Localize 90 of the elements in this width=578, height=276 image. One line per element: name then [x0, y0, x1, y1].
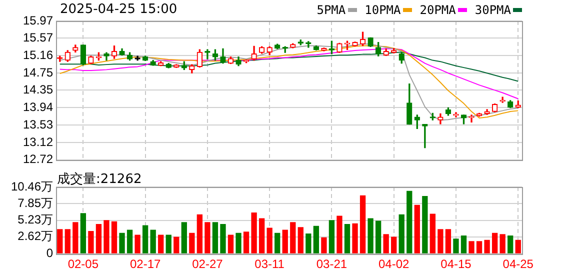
bar: [236, 232, 242, 254]
bar: [398, 214, 404, 254]
bar: [438, 229, 444, 254]
bar: [422, 196, 428, 254]
x-tick-label: 04-02: [378, 257, 410, 272]
bar: [290, 222, 296, 254]
y-tick-label: 10.46万: [10, 179, 53, 194]
bar: [174, 236, 180, 254]
bar: [189, 232, 195, 254]
bar: [453, 238, 459, 254]
bar: [375, 220, 382, 254]
bar: [445, 229, 452, 254]
y-tick-label: 15.97: [22, 13, 54, 28]
legend-label: 10PMA: [364, 3, 401, 17]
bar: [158, 234, 164, 254]
bar: [258, 218, 265, 254]
bar: [306, 234, 312, 254]
bar: [251, 212, 257, 254]
y-tick-label: 14.75: [22, 65, 54, 80]
legend-label: 20PMA: [420, 3, 456, 17]
bar: [414, 204, 420, 254]
bar: [430, 214, 436, 254]
candlestick: [468, 114, 474, 123]
bar: [313, 226, 320, 254]
bar: [204, 222, 210, 254]
bar: [134, 234, 140, 254]
y-tick-label: 15.57: [22, 30, 54, 44]
bar: [274, 232, 280, 254]
bar: [360, 195, 366, 254]
bar: [352, 223, 358, 254]
bar: [266, 228, 272, 254]
y-tick-label: 7.85万: [18, 196, 53, 210]
y-tick-label: 15.16: [22, 48, 54, 62]
y-tick-label: 12.72: [22, 152, 54, 166]
bar: [468, 241, 474, 254]
bar: [243, 232, 250, 254]
bar: [336, 216, 342, 254]
bar: [228, 234, 234, 254]
bar: [391, 236, 397, 254]
bar: [96, 224, 102, 254]
x-tick-label: 02-05: [68, 257, 99, 272]
bar: [321, 237, 327, 254]
y-tick-label: 13.12: [22, 135, 54, 150]
bar: [142, 225, 148, 254]
bar: [150, 230, 156, 254]
bar: [111, 221, 118, 254]
legend-label: 5PMA: [316, 3, 346, 17]
bar: [166, 234, 172, 254]
y-tick-label: 0: [46, 246, 54, 260]
bar: [460, 235, 467, 254]
y-tick-label: 14.35: [22, 82, 54, 96]
bar: [57, 229, 63, 254]
bar: [492, 232, 498, 254]
x-tick-label: 04-25: [502, 257, 534, 272]
bar: [515, 240, 521, 254]
bar: [119, 232, 125, 254]
bar: [64, 229, 70, 254]
legend-label: 30PMA: [474, 3, 511, 17]
bar: [383, 234, 389, 254]
bar: [80, 213, 86, 254]
bar: [126, 230, 133, 254]
bar: [196, 214, 203, 254]
bar: [368, 218, 374, 254]
y-tick-label: 13.53: [22, 118, 54, 132]
x-tick-label: 04-15: [440, 257, 472, 272]
candlestick: [204, 49, 210, 60]
bar: [484, 240, 490, 254]
bar: [328, 220, 335, 254]
bar: [344, 224, 350, 254]
chart-title: 2025-04-25 15:00: [60, 2, 178, 17]
bar: [508, 235, 514, 254]
y-tick-label: 13.94: [22, 100, 54, 114]
chart-title: 成交量:21262: [57, 171, 142, 188]
bar: [298, 227, 304, 254]
bar: [88, 230, 94, 254]
y-tick-label: 5.23万: [18, 212, 53, 227]
bar: [406, 190, 412, 254]
bar: [212, 222, 218, 254]
y-tick-label: 2.62万: [18, 229, 53, 244]
bar: [104, 220, 110, 254]
bar: [181, 222, 187, 254]
bar: [282, 230, 288, 254]
x-tick-label: 02-17: [130, 257, 161, 272]
x-tick-label: 03-21: [316, 257, 348, 272]
bar: [476, 241, 482, 254]
bar: [500, 234, 506, 254]
bar: [220, 224, 226, 254]
x-tick-label: 03-11: [254, 257, 285, 272]
bar: [72, 222, 78, 254]
x-tick-label: 02-27: [192, 257, 224, 272]
